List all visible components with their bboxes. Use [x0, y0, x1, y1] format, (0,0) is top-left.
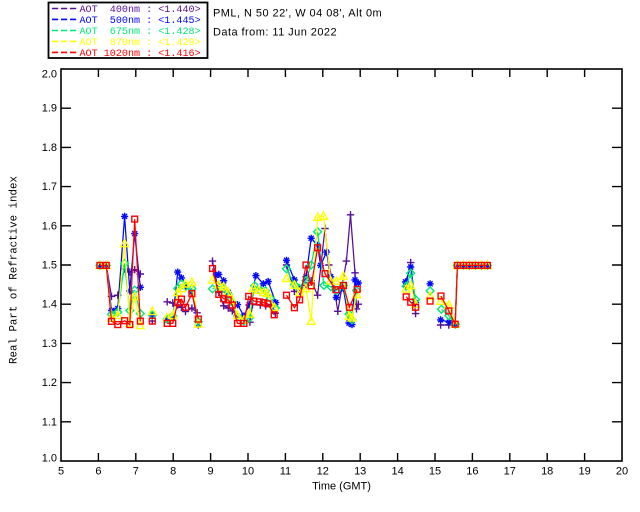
svg-text:Time (GMT): Time (GMT) [312, 481, 371, 493]
svg-text:1.2: 1.2 [42, 377, 57, 389]
svg-text:8: 8 [170, 466, 176, 478]
svg-text:AOT 675nm : <1.428>: AOT 675nm : <1.428> [80, 27, 201, 38]
svg-text:19: 19 [578, 466, 590, 478]
svg-text:7: 7 [133, 466, 139, 478]
svg-text:1.9: 1.9 [42, 103, 57, 115]
svg-text:AOT 400nm : <1.440>: AOT 400nm : <1.440> [80, 5, 201, 16]
svg-text:5: 5 [58, 466, 64, 478]
svg-text:1.7: 1.7 [42, 181, 57, 193]
svg-text:12: 12 [317, 466, 329, 478]
svg-text:Data from: 11 Jun 2022: Data from: 11 Jun 2022 [213, 26, 337, 38]
svg-text:AOT 500nm : <1.445>: AOT 500nm : <1.445> [80, 16, 201, 27]
svg-text:15: 15 [429, 466, 441, 478]
svg-text:1.5: 1.5 [42, 260, 57, 272]
svg-text:1.8: 1.8 [42, 142, 57, 154]
svg-text:9: 9 [208, 466, 214, 478]
svg-text:17: 17 [504, 466, 516, 478]
svg-text:20: 20 [616, 466, 628, 478]
svg-text:PML, N 50 22', W 04 08', Alt 0: PML, N 50 22', W 04 08', Alt 0m [213, 7, 382, 19]
svg-text:2.0: 2.0 [42, 69, 57, 81]
svg-text:AOT 870nm : <1.429>: AOT 870nm : <1.429> [80, 38, 201, 49]
svg-text:1.4: 1.4 [42, 299, 57, 311]
svg-text:6: 6 [95, 466, 101, 478]
svg-text:14: 14 [391, 466, 403, 478]
svg-text:AOT 1020nm : <1.416>: AOT 1020nm : <1.416> [80, 49, 201, 60]
svg-text:Real Part of Refractive index: Real Part of Refractive index [9, 176, 21, 364]
svg-text:1.6: 1.6 [42, 220, 57, 232]
svg-text:18: 18 [541, 466, 553, 478]
svg-text:11: 11 [280, 466, 291, 478]
svg-text:10: 10 [242, 466, 254, 478]
svg-text:1.1: 1.1 [42, 416, 57, 428]
svg-text:1.0: 1.0 [42, 453, 57, 465]
svg-text:13: 13 [354, 466, 366, 478]
svg-text:16: 16 [466, 466, 478, 478]
svg-text:1.3: 1.3 [42, 338, 57, 350]
